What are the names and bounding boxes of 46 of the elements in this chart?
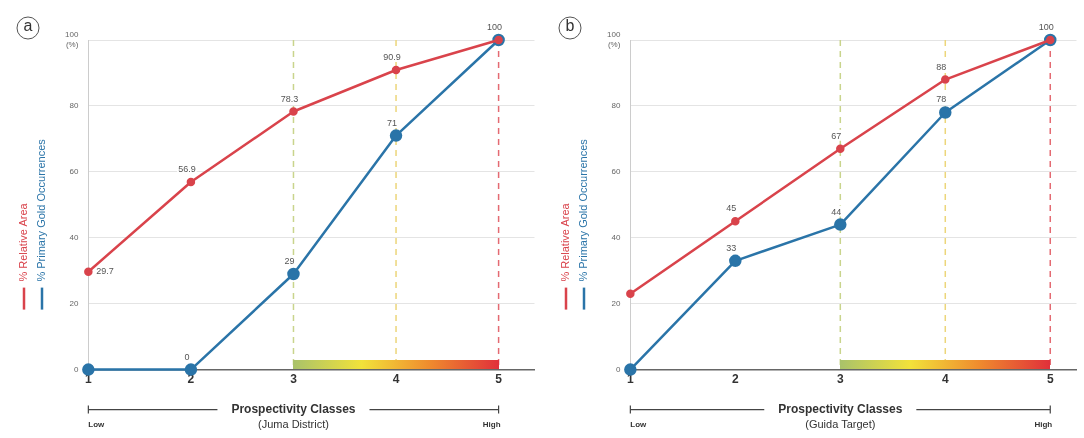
y-tick-label: 80: [69, 101, 79, 111]
text: % Primary Gold Occurrences: [35, 138, 48, 282]
data-label: 67: [831, 130, 842, 141]
data-label: 45: [726, 203, 737, 214]
data-label: 100: [487, 21, 503, 32]
text: % Relative Area: [17, 202, 30, 282]
y-tick-label: 60: [69, 167, 79, 177]
x-tick-label: 5: [495, 372, 503, 387]
x-tick-label: 3: [836, 372, 844, 387]
data-label: 29.7: [96, 266, 114, 277]
text: % Relative Area: [559, 202, 572, 282]
x-tick-label: 4: [941, 372, 949, 387]
x-tick-label: 3: [290, 372, 298, 387]
x-tick-label: 5: [1046, 372, 1054, 387]
y-tick-label: 40: [611, 232, 621, 242]
data-label: 0: [184, 351, 190, 362]
y-tick-label: 20: [611, 298, 621, 308]
data-label: 90.9: [383, 51, 401, 62]
y-tick-label: 60: [611, 167, 621, 177]
x-axis-title: Prospectivity Classes (Juma District): [231, 401, 356, 430]
data-label: 56.9: [178, 164, 196, 175]
text: Low: [88, 419, 106, 429]
data-label: 78.3: [280, 93, 299, 104]
y-tick-label: 100 (%): [64, 30, 79, 49]
data-label: 100: [1038, 21, 1054, 32]
y-tick-label: 80: [611, 101, 621, 111]
chart-title: b: [565, 17, 575, 35]
data-label: 88: [936, 61, 947, 72]
text: High: [482, 419, 501, 429]
data-label: 44: [831, 206, 842, 217]
y-tick-label: 40: [69, 232, 79, 242]
y-tick-label: 0: [73, 364, 79, 374]
x-axis-title: Prospectivity Classes (Guida Target): [778, 401, 903, 430]
data-label: 78: [936, 94, 947, 105]
data-label: 33: [726, 242, 737, 253]
x-tick-label: 2: [731, 372, 739, 387]
data-label: 71: [387, 117, 398, 128]
data-label: 29: [284, 256, 295, 266]
text: % Primary Gold Occurrences: [577, 138, 590, 282]
y-tick-label: 100 (%): [606, 30, 621, 49]
text: High: [1034, 419, 1053, 429]
x-tick-label: 4: [392, 372, 400, 387]
text: Low: [630, 419, 648, 429]
y-tick-label: 20: [69, 298, 79, 308]
y-tick-label: 0: [615, 364, 621, 374]
chart-title: a: [23, 17, 33, 35]
